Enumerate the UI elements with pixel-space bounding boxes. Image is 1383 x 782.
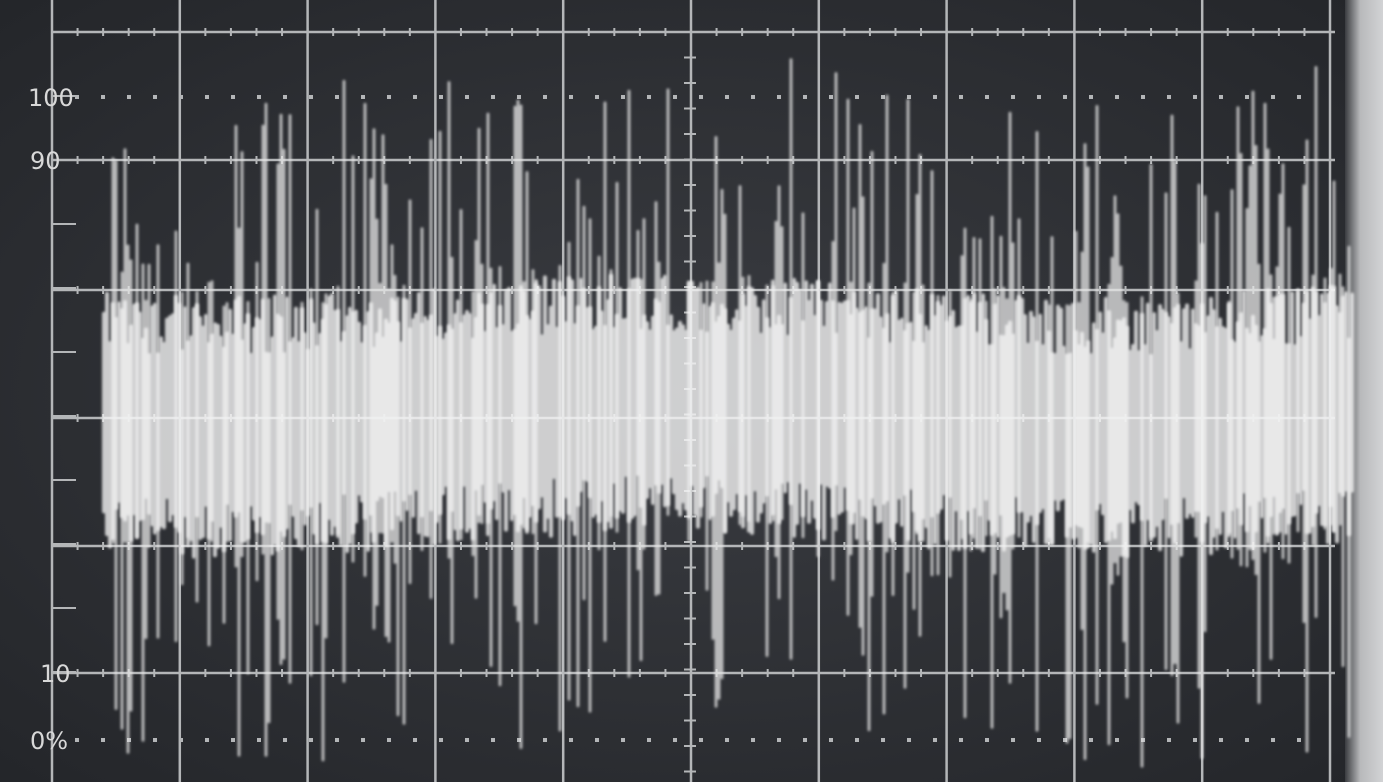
scale-label: 100 [28, 84, 74, 112]
noise-trace [102, 58, 1354, 768]
scale-label: 10 [40, 660, 71, 688]
scale-label: 0% [30, 727, 68, 755]
noise-core [102, 273, 1354, 559]
scale-label: 90 [30, 147, 61, 175]
